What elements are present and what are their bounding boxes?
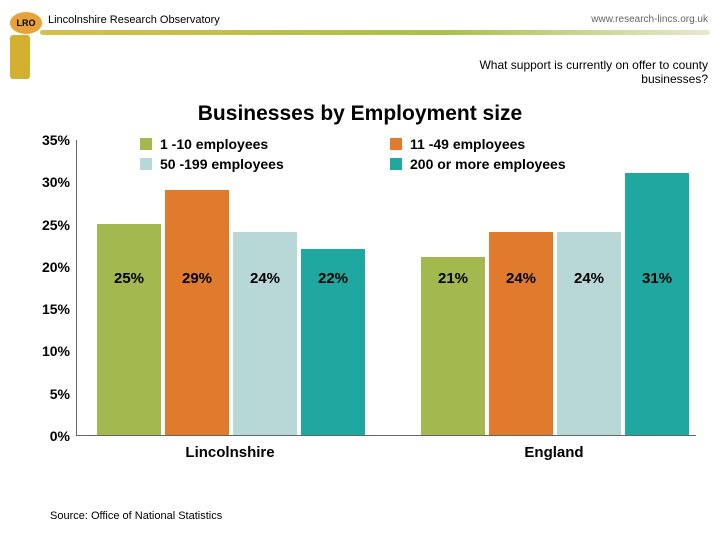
bar: [489, 232, 553, 435]
y-tick-label: 5%: [20, 386, 70, 402]
plot-area: 25%29%24%22%21%24%24%31%: [76, 140, 696, 436]
org-name: Lincolnshire Research Observatory: [48, 14, 220, 26]
bar: [165, 190, 229, 435]
x-group-label: Lincolnshire: [96, 444, 364, 461]
y-tick-label: 35%: [20, 132, 70, 148]
bar-value-label: 24%: [557, 270, 621, 287]
slide: LRO Lincolnshire Research Observatory ww…: [0, 0, 720, 540]
bar-value-label: 21%: [421, 270, 485, 287]
y-tick-label: 20%: [20, 259, 70, 275]
bar-value-label: 31%: [625, 270, 689, 287]
y-tick-label: 25%: [20, 217, 70, 233]
source-text: Source: Office of National Statistics: [50, 510, 222, 522]
y-tick-label: 30%: [20, 174, 70, 190]
header-side-accent: [10, 35, 30, 79]
bar-value-label: 25%: [97, 270, 161, 287]
header-rule: [40, 30, 710, 35]
y-tick-label: 10%: [20, 343, 70, 359]
bar-value-label: 29%: [165, 270, 229, 287]
bar: [97, 224, 161, 435]
y-tick-label: 0%: [20, 428, 70, 444]
bar: [625, 173, 689, 435]
chart-area: 1 -10 employees 11 -49 employees 50 -199…: [20, 130, 700, 490]
bar: [557, 232, 621, 435]
x-group-label: England: [420, 444, 688, 461]
y-tick-label: 15%: [20, 301, 70, 317]
bars-container: 25%29%24%22%21%24%24%31%: [77, 140, 696, 435]
site-url: www.research-lincs.org.uk: [591, 14, 708, 25]
bar-value-label: 24%: [233, 270, 297, 287]
slide-subtitle: What support is currently on offer to co…: [448, 58, 708, 86]
lro-logo: LRO: [10, 12, 42, 34]
chart-title: Businesses by Employment size: [0, 102, 720, 126]
bar: [233, 232, 297, 435]
header: LRO Lincolnshire Research Observatory ww…: [0, 0, 720, 50]
bar-value-label: 22%: [301, 270, 365, 287]
bar-value-label: 24%: [489, 270, 553, 287]
